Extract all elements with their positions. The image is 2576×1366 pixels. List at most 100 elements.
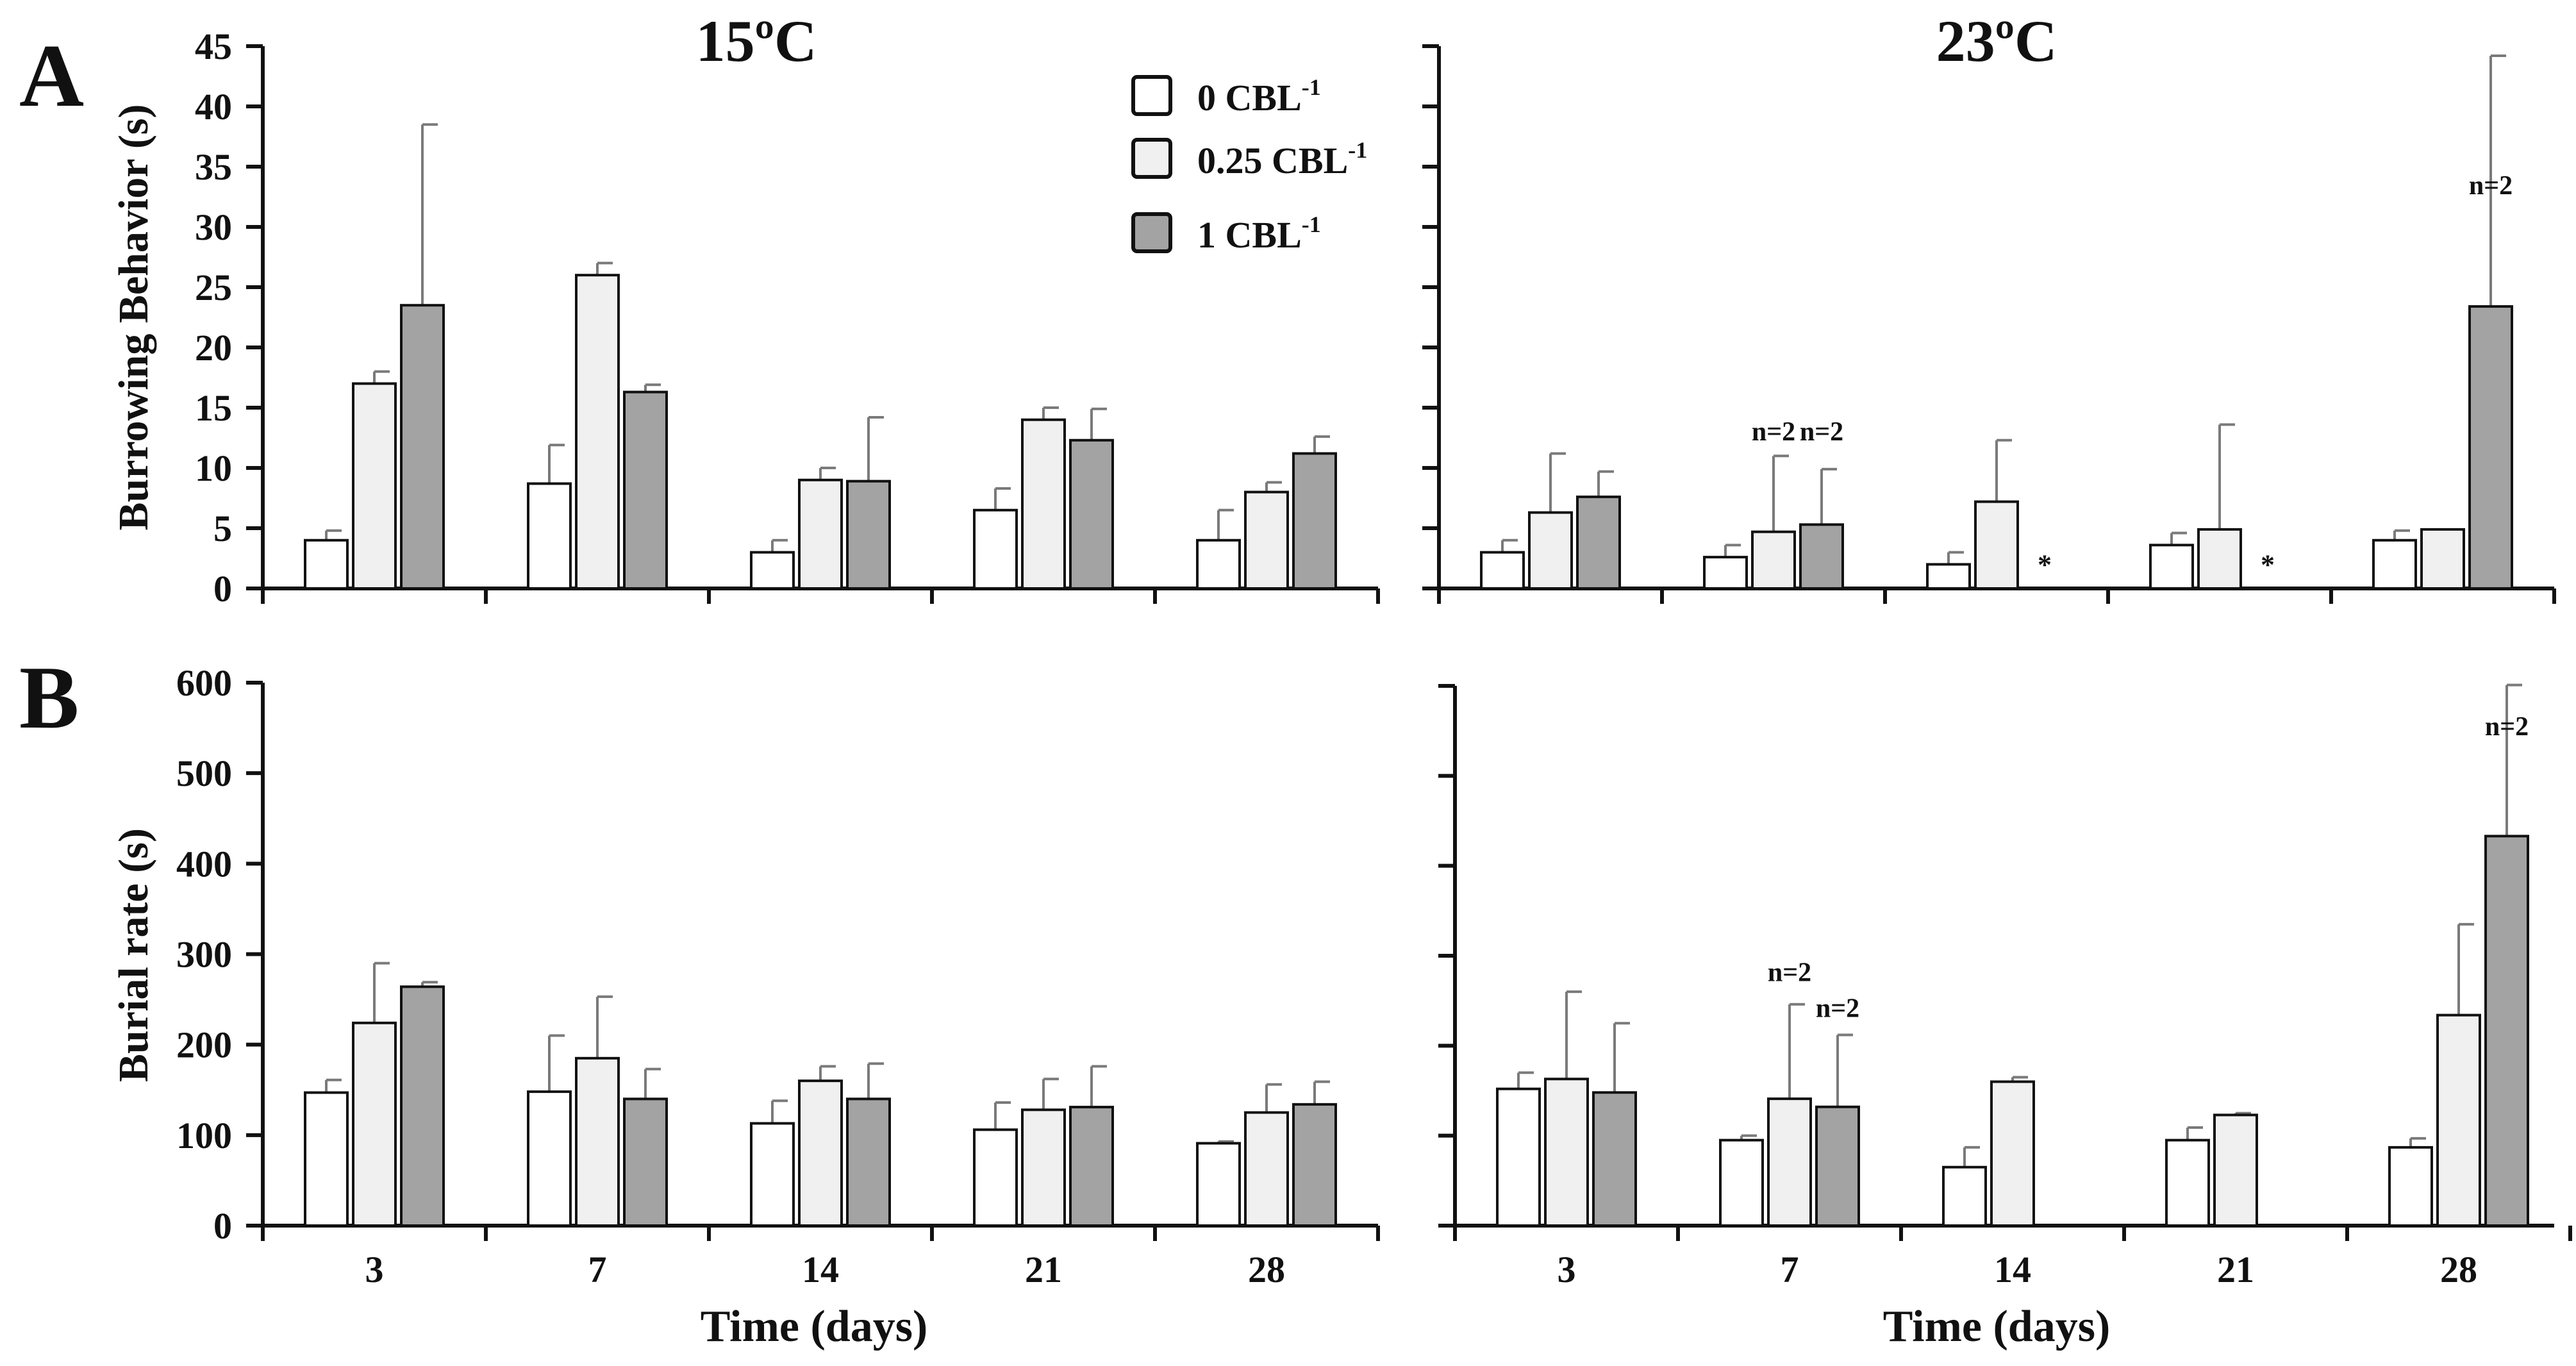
bar-1-cbl-day-3 — [400, 985, 445, 1227]
bar-0-cbl-day-14 — [750, 1122, 795, 1228]
y-tick-label: 0 — [213, 1205, 232, 1247]
bar-0-25-cbl-day-7 — [1767, 1097, 1812, 1227]
bar-0-cbl-day-14 — [1942, 1165, 1987, 1227]
legend-label-1: 0.25 CBL-1 — [1197, 137, 1367, 181]
bar-1-cbl-day-21 — [1069, 438, 1114, 590]
bar-0-25-cbl-day-3 — [352, 382, 397, 590]
y-tick-label: 300 — [176, 934, 232, 976]
bar-0-25-cbl-day-28 — [2420, 528, 2465, 590]
chart-title: 15ºC — [696, 8, 817, 74]
bar-0-cbl-day-21 — [973, 508, 1018, 590]
y-tick-label: 200 — [176, 1024, 232, 1066]
y-tick-label: 20 — [195, 327, 232, 369]
legend-label-2: 1 CBL-1 — [1197, 212, 1321, 256]
bar-0-25-cbl-day-14 — [1990, 1080, 2035, 1228]
bar-0-cbl-day-7 — [527, 482, 572, 590]
x-tick-label-3: 3 — [365, 1249, 384, 1290]
bar-0-25-cbl-day-7 — [1751, 530, 1796, 590]
n-annotation: n=2 — [1768, 958, 1811, 987]
bar-0-25-cbl-day-3 — [352, 1021, 397, 1227]
asterisk-annotation: * — [2261, 549, 2275, 580]
bar-0-cbl-day-21 — [2149, 544, 2194, 590]
bar-0-cbl-day-3 — [1480, 551, 1525, 590]
x-axis-label: Time (days) — [1883, 1302, 2111, 1351]
chart-title: 23ºC — [1936, 8, 2057, 74]
panel-label-a: A — [19, 26, 84, 126]
legend: 0 CBL-1 0.25 CBL-1 1 CBL-1 — [1131, 74, 1367, 256]
y-axis-label: Burrowing Behavior (s) — [110, 104, 157, 531]
y-axis-label: Burial rate (s) — [110, 828, 157, 1082]
bar-1-cbl-day-3 — [400, 304, 445, 590]
y-tick-label: 45 — [195, 26, 232, 67]
y-tick-label: 40 — [195, 86, 232, 128]
x-tick-label-28: 28 — [2440, 1249, 2477, 1290]
bar-0-cbl-day-28 — [1196, 538, 1241, 590]
bar-0-25-cbl-day-14 — [1974, 500, 2019, 590]
bar-0-cbl-day-14 — [750, 551, 795, 590]
bar-0-cbl-day-7 — [527, 1090, 572, 1228]
bar-0-cbl-day-21 — [2165, 1138, 2210, 1228]
bar-1-cbl-day-14 — [846, 479, 891, 590]
bar-0-cbl-day-28 — [2388, 1145, 2433, 1228]
y-tick-label: 400 — [176, 843, 232, 885]
x-tick-label-3: 3 — [1558, 1249, 1576, 1290]
bar-0-25-cbl-day-3 — [1528, 511, 1573, 590]
bar-0-25-cbl-day-28 — [2436, 1013, 2481, 1227]
y-tick-label: 30 — [195, 206, 232, 248]
legend-swatch-1 — [1131, 138, 1172, 179]
n-annotation: n=2 — [1816, 994, 1859, 1023]
bar-0-25-cbl-day-21 — [2197, 528, 2242, 590]
y-tick-label: 600 — [176, 662, 232, 704]
bar-1-cbl-day-21 — [1069, 1106, 1114, 1227]
n-annotation: n=2 — [2485, 712, 2529, 742]
bar-0-25-cbl-day-21 — [1021, 418, 1066, 590]
x-axis-label: Time (days) — [701, 1302, 928, 1351]
bar-1-cbl-day-28 — [2468, 305, 2513, 590]
bar-1-cbl-day-28 — [1292, 452, 1337, 590]
chart-b-15: 0 100 200 300 400 500 600 3 7 14 21 28 Burial rate (… — [110, 662, 1380, 1351]
bar-0-cbl-day-7 — [1719, 1138, 1764, 1228]
y-tick-label: 15 — [195, 387, 232, 429]
x-tick-label-21: 21 — [1025, 1249, 1062, 1290]
bar-0-cbl-day-21 — [973, 1128, 1018, 1227]
y-tick-label: 500 — [176, 753, 232, 794]
bar-0-25-cbl-day-14 — [798, 1079, 843, 1227]
bar-1-cbl-day-3 — [1592, 1091, 1637, 1227]
x-tick-label-28: 28 — [1248, 1249, 1285, 1290]
chart-a-15: 0 5 10 15 20 25 30 35 40 45 15ºC Burrowing Behavior… — [110, 8, 1380, 610]
bar-0-25-cbl-day-14 — [798, 478, 843, 590]
bar-0-cbl-day-28 — [1196, 1142, 1241, 1227]
asterisk-annotation: * — [2038, 549, 2052, 580]
bar-0-cbl-day-28 — [2372, 538, 2417, 590]
n-annotation: n=2 — [2469, 171, 2513, 201]
y-tick-label: 100 — [176, 1115, 232, 1156]
bar-0-cbl-day-3 — [304, 1091, 349, 1227]
bar-0-25-cbl-day-7 — [575, 274, 620, 590]
bar-0-25-cbl-day-28 — [1244, 1111, 1289, 1227]
bar-1-cbl-day-14 — [846, 1097, 891, 1228]
panel-label-b: B — [19, 648, 79, 747]
bar-0-25-cbl-day-7 — [575, 1056, 620, 1227]
y-tick-label: 35 — [195, 146, 232, 188]
legend-swatch-0 — [1131, 75, 1172, 116]
x-tick-label-7: 7 — [1781, 1249, 1799, 1290]
bar-1-cbl-day-3 — [1576, 496, 1621, 590]
x-tick-label-14: 14 — [1994, 1249, 2031, 1290]
y-tick-label: 0 — [213, 568, 232, 610]
bar-1-cbl-day-7 — [1815, 1105, 1860, 1228]
bar-1-cbl-day-28 — [2484, 835, 2529, 1227]
n-annotation: n=2 — [1752, 417, 1795, 447]
bar-0-cbl-day-7 — [1703, 556, 1748, 590]
legend-label-0: 0 CBL-1 — [1197, 74, 1321, 119]
bar-0-cbl-day-3 — [304, 538, 349, 590]
bar-1-cbl-day-7 — [623, 1097, 668, 1228]
bar-0-25-cbl-day-3 — [1544, 1078, 1589, 1228]
bar-0-cbl-day-3 — [1496, 1087, 1541, 1228]
legend-swatch-2 — [1131, 212, 1172, 253]
bar-0-25-cbl-day-21 — [1021, 1108, 1066, 1227]
bar-1-cbl-day-28 — [1292, 1103, 1337, 1227]
